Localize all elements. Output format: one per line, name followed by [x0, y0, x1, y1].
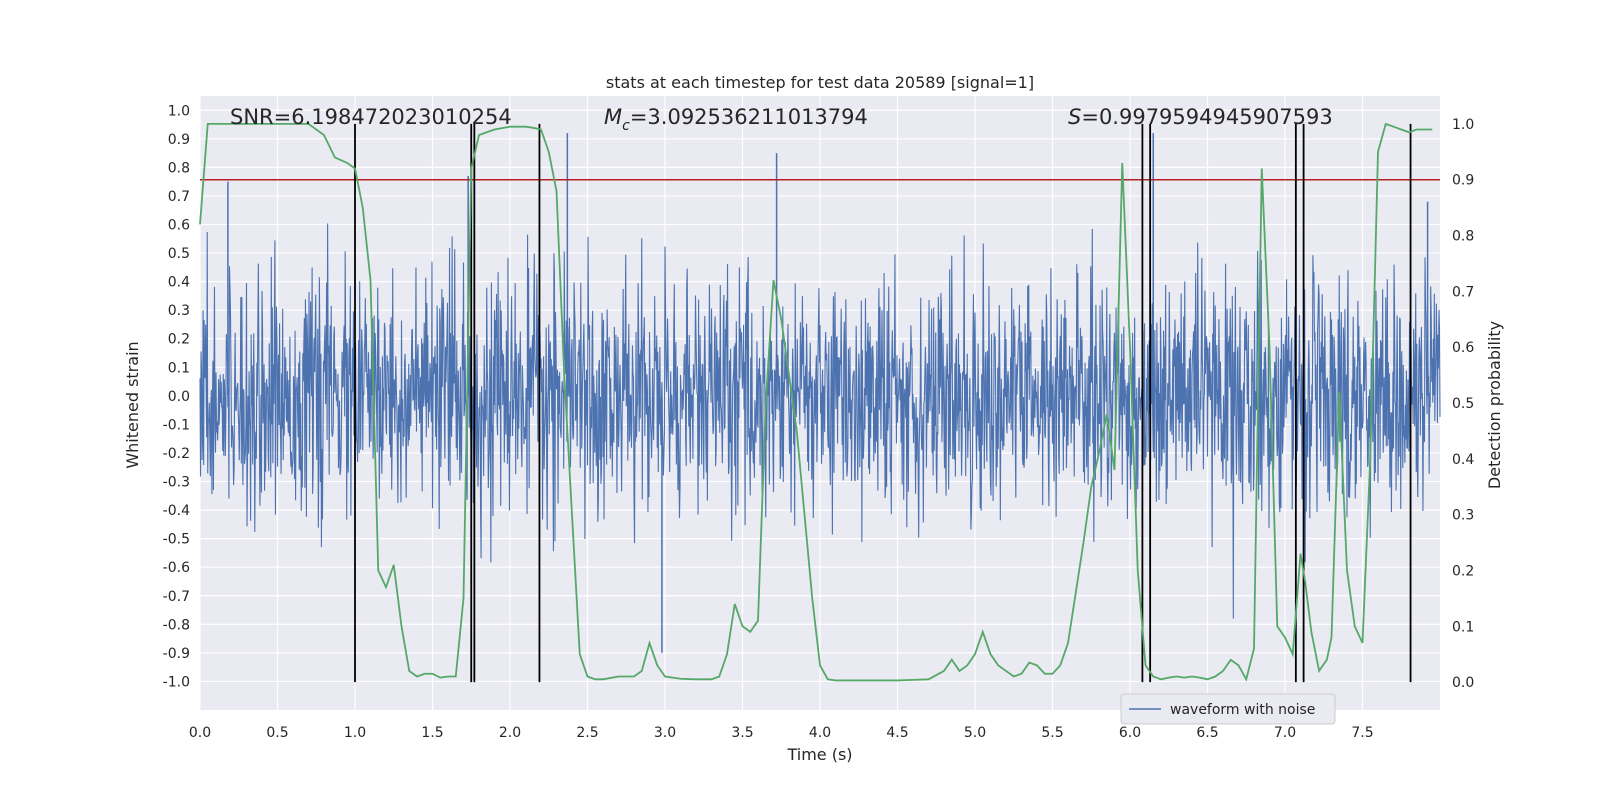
s-annotation: S=0.9979594945907593: [1068, 105, 1333, 129]
x-tick-label: 0.0: [189, 725, 211, 741]
y-right-tick-label: 0.5: [1452, 396, 1474, 412]
probability-line-path: [199, 122, 1433, 682]
x-tick-label: 2.5: [576, 725, 598, 741]
y-left-tick-label: 0.0: [168, 389, 190, 405]
mc-value: =3.092536211013794: [630, 105, 868, 129]
y-left-tick-label: -0.4: [163, 503, 190, 519]
y-left-tick-label: -0.9: [163, 646, 190, 662]
y-left-tick-label: -0.6: [163, 560, 190, 576]
y-left-tick-label: -0.5: [163, 532, 190, 548]
y-right-tick-label: 0.3: [1452, 508, 1474, 524]
legend: waveform with noise: [1120, 693, 1336, 725]
x-tick-label: 7.5: [1351, 725, 1373, 741]
snr-annotation: SNR=6.198472023010254: [230, 105, 512, 129]
y-left-tick-labels: 1.0 0.9 0.8 0.7 0.6 0.5 0.4 0.3 0.2 0.1 0.0 -0.1 -0.…: [163, 103, 190, 690]
x-tick-label: 6.5: [1196, 725, 1218, 741]
y-right-tick-label: 0.4: [1452, 452, 1474, 468]
x-tick-label: 5.5: [1041, 725, 1063, 741]
x-tick-label: 1.5: [421, 725, 443, 741]
x-tick-label: 5.0: [964, 725, 986, 741]
y-left-tick-label: -0.1: [163, 417, 190, 433]
y-right-tick-label: 1.0: [1452, 117, 1474, 133]
chart-title: stats at each timestep for test data 205…: [606, 73, 1034, 92]
x-tick-label: 4.0: [809, 725, 831, 741]
y-left-tick-label: -0.3: [163, 475, 190, 491]
y-right-tick-label: 0.6: [1452, 340, 1474, 356]
s-symbol: S: [1068, 105, 1081, 129]
y-right-tick-label: 0.9: [1452, 173, 1474, 189]
x-tick-label: 3.5: [731, 725, 753, 741]
y-right-tick-label: 0.2: [1452, 563, 1474, 579]
y-axis-label-right: Detection probability: [1485, 321, 1504, 489]
x-axis-label: Time (s): [786, 745, 852, 764]
x-tick-label: 0.5: [266, 725, 288, 741]
y-right-tick-labels: 1.0 0.9 0.8 0.7 0.6 0.5 0.4 0.3 0.2 0.1 0.0: [1452, 117, 1474, 691]
y-left-tick-label: 0.6: [168, 218, 190, 234]
s-value: =0.9979594945907593: [1081, 105, 1332, 129]
y-left-tick-label: -0.8: [163, 617, 190, 633]
y-left-tick-label: 0.5: [168, 246, 190, 262]
y-left-tick-label: -1.0: [163, 674, 190, 690]
y-right-tick-label: 0.8: [1452, 229, 1474, 245]
x-tick-label: 2.0: [499, 725, 521, 741]
legend-box: [1120, 693, 1336, 725]
x-tick-label: 4.5: [886, 725, 908, 741]
x-tick-label: 3.0: [654, 725, 676, 741]
y-left-tick-label: 0.3: [168, 303, 190, 319]
y-right-tick-label: 0.0: [1452, 675, 1474, 691]
x-tick-labels: 0.0 0.5 1.0 1.5 2.0 2.5 3.0 3.5 4.0 4.5 5.0 5.5 6.0 6…: [189, 725, 1374, 741]
y-left-tick-label: 1.0: [168, 103, 190, 119]
y-left-tick-label: 0.2: [168, 332, 190, 348]
mc-annotation: Mc=3.092536211013794: [604, 105, 868, 134]
y-left-tick-label: 0.7: [168, 189, 190, 205]
x-tick-label: 7.0: [1274, 725, 1296, 741]
x-tick-label: 6.0: [1119, 725, 1141, 741]
y-left-tick-label: -0.2: [163, 446, 190, 462]
y-left-tick-label: 0.8: [168, 160, 190, 176]
vertical-markers: [354, 123, 1412, 683]
y-left-tick-label: -0.7: [163, 589, 190, 605]
legend-label: waveform with noise: [1170, 702, 1315, 718]
y-right-tick-label: 0.1: [1452, 619, 1474, 635]
y-left-tick-label: 0.4: [168, 275, 190, 291]
y-left-tick-label: 0.1: [168, 360, 190, 376]
y-axis-label-left: Whitened strain: [123, 341, 142, 468]
y-right-tick-label: 0.7: [1452, 284, 1474, 300]
mc-symbol: M: [604, 105, 622, 129]
waveform-path: [199, 223, 1441, 619]
mc-subscript: c: [622, 118, 630, 134]
probability-line: [199, 122, 1433, 682]
y-left-tick-label: 0.9: [168, 132, 190, 148]
x-tick-label: 1.0: [344, 725, 366, 741]
